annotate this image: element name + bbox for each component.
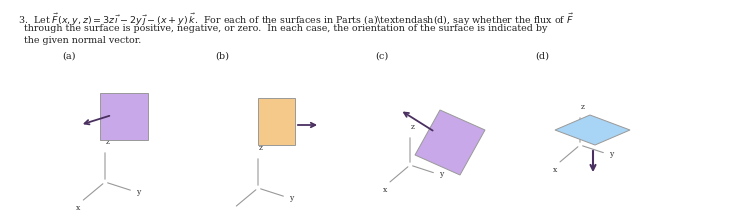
Text: (d): (d) xyxy=(535,52,549,61)
Text: (a): (a) xyxy=(62,52,76,61)
Text: through the surface is positive, negative, or zero.  In each case, the orientati: through the surface is positive, negativ… xyxy=(24,24,548,33)
Text: (c): (c) xyxy=(375,52,388,61)
Polygon shape xyxy=(415,110,485,175)
Text: 3.  Let $\vec{F}(x, y, z) = 3z\,\vec{\imath} - 2y\,\vec{\jmath} - (x + y)\,\vec{: 3. Let $\vec{F}(x, y, z) = 3z\,\vec{\ima… xyxy=(18,12,574,28)
Text: (b): (b) xyxy=(215,52,229,61)
Text: y: y xyxy=(439,170,443,178)
Polygon shape xyxy=(555,115,630,145)
Text: z: z xyxy=(581,103,585,111)
Text: z: z xyxy=(411,123,415,131)
Polygon shape xyxy=(100,93,148,140)
Text: x: x xyxy=(230,211,233,212)
Text: x: x xyxy=(383,186,388,194)
Text: y: y xyxy=(136,188,140,196)
Text: z: z xyxy=(259,144,263,152)
Text: x: x xyxy=(554,166,557,174)
Text: z: z xyxy=(106,138,110,146)
Text: y: y xyxy=(609,150,613,158)
Text: x: x xyxy=(76,205,80,212)
Text: the given normal vector.: the given normal vector. xyxy=(24,36,141,45)
Polygon shape xyxy=(258,98,295,145)
Text: y: y xyxy=(290,194,293,202)
